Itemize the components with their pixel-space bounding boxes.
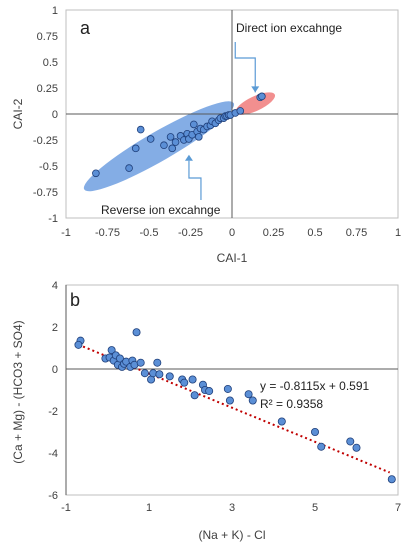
panel-b-data-point <box>205 387 214 396</box>
reverse-callout-arrowhead <box>184 154 193 161</box>
panel-a-y-tick-label: -0.5 <box>39 161 58 173</box>
panel-b-data-point <box>244 390 253 399</box>
panel-a-y-tick-label: 0.25 <box>37 83 58 95</box>
panel-b-y-tick-label: -4 <box>48 448 58 460</box>
panel-b-x-tick-label: 7 <box>395 502 401 514</box>
panel-a-data-point <box>171 138 180 146</box>
panel-a-data-point <box>131 144 140 153</box>
panel-b-data-point <box>225 396 234 405</box>
panel-b-y-tick-label: 2 <box>52 322 58 334</box>
panel-a-data-point <box>190 120 198 129</box>
panel-b-regression-plot: -1 1 3 5 7 420-2-4-6 b y = -0.8115x + 0.591 … <box>11 280 401 542</box>
panel-b-data-point <box>107 346 116 355</box>
panel-b-data-point <box>74 340 83 349</box>
panel-b-data-point <box>310 427 319 436</box>
panel-a-x-axis-title: CAI-1 <box>217 251 248 265</box>
panel-a-y-tick-label: -1 <box>48 213 58 225</box>
panel-a-y-tick-label: 0 <box>52 109 58 121</box>
panel-a-letter: a <box>80 18 91 38</box>
panel-a-data-point <box>195 133 203 141</box>
panel-a-data-point <box>160 141 168 150</box>
panel-b-y-ticks: 4 2 0 -2 -4 -6 <box>48 280 58 502</box>
panel-a-x-tick-label: 0.75 <box>346 227 367 239</box>
panel-a-x-tick-label: 0.25 <box>263 227 284 239</box>
direct-callout-leader <box>234 42 256 93</box>
panel-a-y-axis-title: CAI-2 <box>11 98 25 129</box>
panel-a-x-tick-label: -0.25 <box>178 227 203 239</box>
panel-b-data-point <box>346 437 355 446</box>
panel-a-data-point <box>168 144 177 153</box>
panel-a-data-point <box>236 107 245 115</box>
panel-b-y-axis-title: (Ca + Mg) - (HCO3 + SO4) <box>11 320 25 463</box>
panel-b-data-point <box>317 442 326 451</box>
panel-b-data-point <box>136 358 145 367</box>
panel-a-x-tick-label: 0 <box>229 227 235 239</box>
panel-b-y-tick-label: 4 <box>52 280 58 292</box>
panel-a-data-point <box>125 164 133 172</box>
panel-a-points <box>92 92 266 178</box>
panel-a-x-tick-label: 1 <box>395 227 401 239</box>
panel-b-data-point <box>155 370 164 379</box>
panel-a-y-ticks: 1 0.75 0.5 0.25 0 -0.25 -0.5 -0.75 -1 <box>33 5 58 225</box>
panel-a-x-tick-label: -0.5 <box>140 227 159 239</box>
panel-b-data-point <box>277 417 286 426</box>
panel-a-x-ticks: -1 -0.75 -0.5 -0.25 0 0.25 0.5 0.75 1 <box>61 227 401 239</box>
panel-a-x-tick-label: -0.75 <box>95 227 120 239</box>
panel-b-data-point <box>248 396 257 405</box>
panel-a-y-tick-label: -0.25 <box>33 135 58 147</box>
panel-b-data-point <box>153 358 162 367</box>
reverse-callout-leader <box>188 160 202 200</box>
panel-a-y-tick-label: 0.5 <box>43 57 58 69</box>
trendline-equation: y = -0.8115x + 0.591 <box>260 379 370 393</box>
direct-callout-arrowhead <box>251 86 260 93</box>
panel-b-data-point <box>188 375 197 384</box>
panel-b-x-tick-label: 1 <box>146 502 152 514</box>
panel-b-data-point <box>140 369 149 378</box>
panel-b-data-point <box>165 372 174 381</box>
panel-b-data-point <box>387 475 396 484</box>
trendline-r-squared: R² = 0.9358 <box>260 397 323 411</box>
panel-b-data-point <box>132 328 141 337</box>
panel-b-x-ticks: -1 1 3 5 7 <box>61 502 401 514</box>
panel-a-callouts <box>184 42 260 200</box>
panel-a-y-tick-label: -0.75 <box>33 187 58 199</box>
panel-a-data-point <box>166 133 175 141</box>
panel-b-y-tick-label: -6 <box>48 490 58 502</box>
panel-b-y-tick-label: 0 <box>52 364 58 376</box>
panel-a-data-point <box>136 125 145 134</box>
panel-b-data-point <box>180 378 189 387</box>
panel-a-y-tick-label: 1 <box>52 5 58 17</box>
annotation-direct-ion-exchange: Direct ion excahnge <box>236 21 342 35</box>
annotation-reverse-ion-exchange: Reverse ion excahnge <box>101 203 221 217</box>
panel-b-y-tick-label: -2 <box>48 406 58 418</box>
panel-a-y-tick-label: 0.75 <box>37 31 58 43</box>
panel-b-x-axis-title: (Na + K) - Cl <box>198 528 265 542</box>
panel-b-letter: b <box>70 290 80 310</box>
panel-b-x-tick-label: 3 <box>229 502 235 514</box>
panel-b-points <box>74 328 396 484</box>
panel-b-data-point <box>190 391 199 400</box>
panel-a-cai-plot: -1 -0.75 -0.5 -0.25 0 0.25 0.5 0.75 1 1 0.75 0.5 0.… <box>11 5 401 265</box>
panel-b-plot-area <box>65 284 399 496</box>
panel-b-data-point <box>115 354 124 363</box>
panel-a-data-point <box>146 135 155 143</box>
panel-b-x-tick-label: -1 <box>61 502 71 514</box>
panel-b-x-tick-label: 5 <box>312 502 318 514</box>
panel-a-x-tick-label: 0.5 <box>307 227 322 239</box>
panel-a-data-point <box>92 169 100 178</box>
panel-b-data-point <box>223 384 232 393</box>
panel-a-x-tick-label: -1 <box>61 227 71 239</box>
panel-a-data-point <box>258 92 266 101</box>
panel-b-data-point <box>352 443 361 452</box>
